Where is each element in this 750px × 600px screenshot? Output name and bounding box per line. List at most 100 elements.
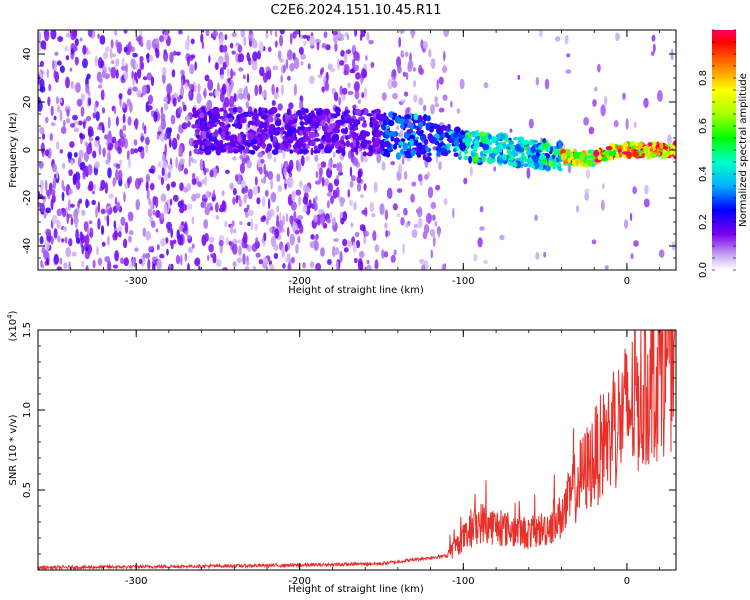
heatmap-cell [366, 152, 374, 157]
heatmap-cell [100, 208, 106, 215]
heatmap-cell [499, 234, 505, 241]
heatmap-cell [279, 219, 283, 232]
heatmap-cell [317, 143, 325, 150]
heatmap-cell [152, 263, 156, 270]
heatmap-cell [88, 180, 94, 191]
heatmap-cell [325, 44, 331, 51]
heatmap-cell [521, 152, 525, 159]
heatmap-cell [97, 217, 101, 230]
heatmap-cell [41, 133, 46, 140]
heatmap-cell [480, 136, 487, 144]
heatmap-cell [202, 194, 207, 200]
heatmap-cell [569, 155, 574, 159]
heatmap-cell [436, 79, 439, 91]
heatmap-cell [50, 198, 54, 211]
heatmap-cell [253, 113, 260, 118]
heatmap-cell [273, 252, 279, 260]
heatmap-cell [403, 207, 408, 216]
heatmap-cell [302, 262, 306, 269]
heatmap-cell [85, 265, 89, 270]
heatmap-cell [320, 161, 327, 168]
heatmap-cell [98, 57, 103, 69]
x-tick-label: -100 [452, 576, 475, 587]
heatmap-cell [320, 118, 326, 127]
heatmap-cell [187, 246, 193, 253]
heatmap-cell [393, 249, 397, 256]
heatmap-cell [95, 136, 100, 141]
heatmap-cell [123, 71, 129, 81]
heatmap-cell [189, 63, 195, 75]
heatmap-cell [350, 222, 354, 228]
heatmap-cell [258, 41, 264, 53]
heatmap-cell [534, 161, 540, 170]
heatmap-cell [232, 243, 238, 255]
heatmap-cell [92, 150, 97, 159]
heatmap-cell [269, 263, 275, 270]
heatmap-cell [406, 106, 411, 113]
heatmap-cell [114, 196, 118, 205]
heatmap-cell [387, 78, 394, 90]
heatmap-cell [168, 163, 172, 173]
heatmap-cell [295, 189, 302, 196]
heatmap-cell [555, 36, 561, 42]
heatmap-cell [427, 186, 434, 199]
heatmap-cell [220, 74, 224, 80]
heatmap-cell [145, 230, 152, 241]
heatmap-cell [632, 151, 639, 158]
heatmap-cell [39, 127, 45, 135]
x-tick-label: 0 [624, 276, 630, 287]
heatmap-cell [215, 258, 222, 267]
y-tick-label: 1.5 [22, 322, 33, 338]
heatmap-cell [318, 175, 323, 183]
heatmap-cell [305, 144, 310, 149]
heatmap-cell [303, 40, 307, 46]
heatmap-cell [194, 257, 201, 267]
heatmap-cell [329, 211, 333, 219]
heatmap-cell [101, 70, 106, 79]
heatmap-cell [201, 200, 207, 209]
heatmap-cell [400, 138, 406, 143]
heatmap-cell [180, 254, 183, 266]
heatmap-cell [621, 151, 629, 155]
heatmap-cell [91, 199, 96, 206]
heatmap-cell [69, 141, 75, 148]
heatmap-cell [145, 252, 151, 259]
heatmap-cell [369, 201, 375, 213]
heatmap-cell [359, 224, 366, 232]
heatmap-cell [114, 250, 119, 262]
heatmap-cell [465, 134, 469, 141]
heatmap-cell [212, 109, 220, 115]
heatmap-cell [643, 198, 650, 208]
heatmap-cell [169, 51, 174, 64]
heatmap-cell [366, 113, 374, 117]
heatmap-cell [84, 250, 91, 260]
heatmap-cell [502, 141, 506, 150]
heatmap-cell [396, 188, 403, 194]
heatmap-cell [303, 121, 309, 126]
heatmap-cell [579, 152, 586, 160]
heatmap-cell [178, 145, 183, 156]
heatmap-cell [320, 215, 325, 226]
heatmap-cell [481, 155, 486, 162]
heatmap-cell [361, 122, 368, 128]
heatmap-cell [175, 156, 178, 169]
heatmap-cell [349, 68, 355, 74]
heatmap-cell [321, 176, 325, 187]
heatmap-cell [310, 120, 314, 126]
heatmap-cell [439, 126, 444, 132]
heatmap-cell [120, 257, 124, 265]
heatmap-cell [147, 94, 154, 105]
heatmap-cell [208, 55, 211, 64]
heatmap-cell [366, 259, 370, 265]
heatmap-cell [443, 50, 446, 62]
heatmap-cell [347, 240, 353, 248]
heatmap-cell [150, 245, 154, 250]
x-tick-label: -100 [452, 276, 475, 287]
heatmap-cell [644, 184, 649, 195]
heatmap-cell [336, 174, 340, 180]
heatmap-cell [406, 129, 412, 135]
heatmap-cell [246, 52, 250, 62]
heatmap-cell [238, 67, 244, 72]
heatmap-cell [166, 83, 173, 95]
heatmap-cell [97, 33, 100, 39]
